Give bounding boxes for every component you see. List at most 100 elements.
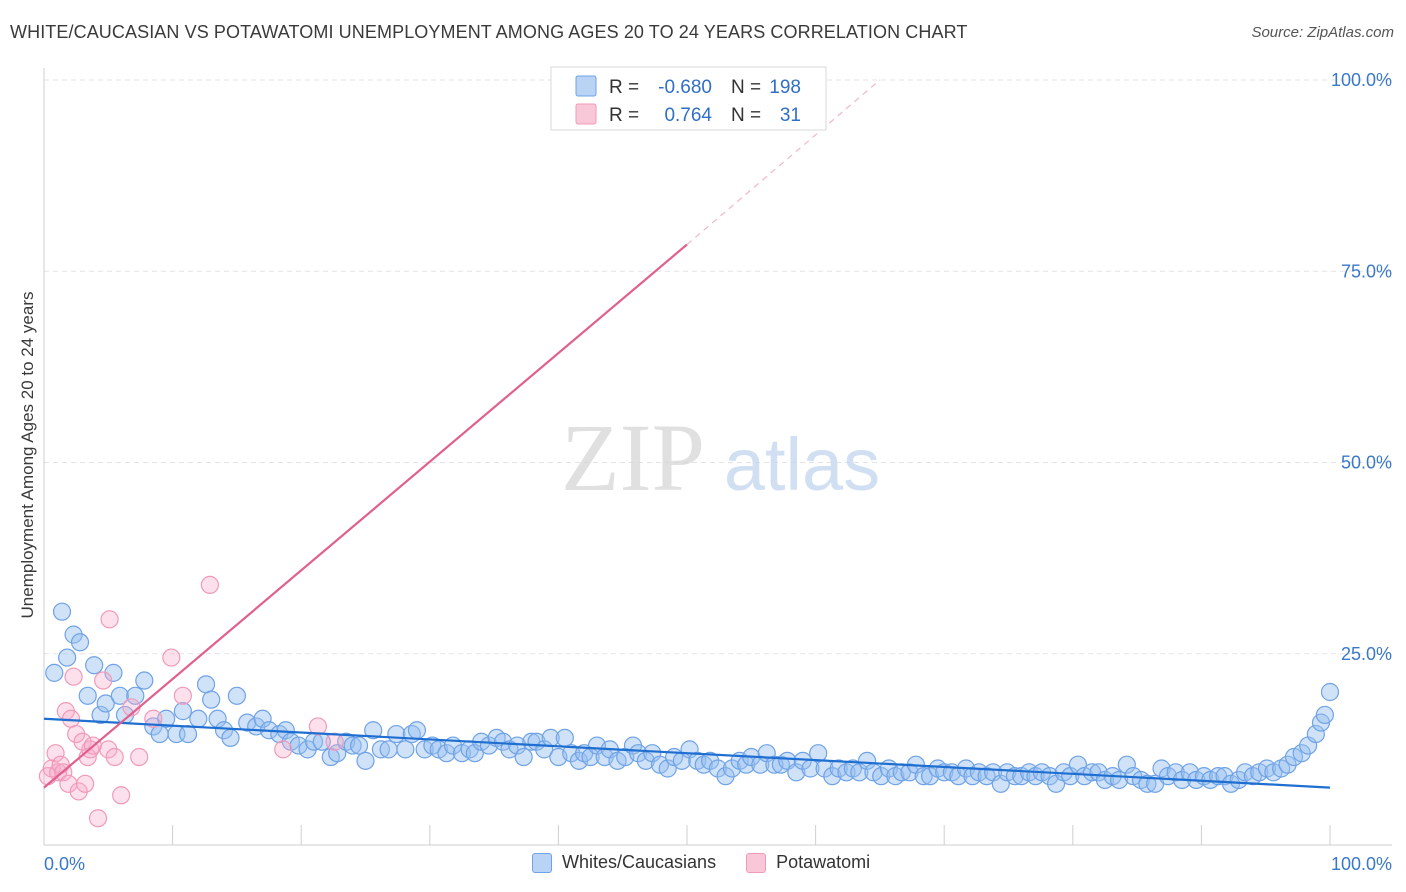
- stats-n-value-potawatomi: 31: [780, 105, 801, 126]
- data-point-whites: [701, 751, 720, 770]
- data-point-potawatomi: [200, 575, 219, 595]
- data-point-whites: [343, 736, 362, 755]
- watermark-atlas: atlas: [724, 423, 880, 506]
- data-point-potawatomi: [94, 671, 113, 690]
- stats-r-label-whites: R =: [609, 77, 639, 98]
- data-point-potawatomi: [105, 747, 124, 767]
- watermark-zip: ZIP: [561, 404, 705, 511]
- data-point-whites: [70, 633, 90, 652]
- stats-n-label-whites: N =: [731, 77, 761, 98]
- legend-item-whites[interactable]: Whites/Caucasians: [532, 852, 716, 873]
- data-point-whites: [289, 736, 308, 755]
- stats-legend: R = -0.680 N = 198 R = 0.764 N = 31: [550, 66, 827, 131]
- legend-item-potawatomi[interactable]: Potawatomi: [746, 852, 870, 873]
- data-point-potawatomi: [61, 709, 81, 728]
- stats-n-label-potawatomi: N =: [731, 105, 761, 126]
- data-point-potawatomi: [100, 610, 119, 629]
- data-point-whites: [110, 686, 129, 705]
- data-point-potawatomi: [308, 717, 328, 736]
- data-point-whites: [104, 663, 123, 682]
- trend-line-potawatomi: [43, 243, 688, 789]
- trend-line-potawatomi-extension: [686, 79, 881, 245]
- stats-r-value-potawatomi: 0.764: [664, 105, 712, 126]
- data-point-potawatomi: [325, 732, 344, 751]
- data-point-whites: [91, 705, 110, 725]
- data-point-potawatomi: [88, 809, 108, 828]
- data-point-potawatomi: [274, 740, 293, 759]
- data-point-whites: [238, 713, 257, 732]
- data-point-potawatomi: [76, 774, 95, 793]
- data-point-potawatomi: [112, 786, 131, 805]
- data-point-whites: [227, 686, 246, 705]
- data-point-whites: [1315, 705, 1334, 725]
- data-point-whites: [1320, 682, 1340, 702]
- data-point-whites: [562, 744, 581, 763]
- stats-r-value-whites: -0.680: [658, 77, 712, 98]
- data-point-whites: [991, 774, 1010, 793]
- data-point-whites: [173, 702, 192, 721]
- data-point-whites: [465, 744, 484, 763]
- gridlines: [44, 79, 1392, 655]
- y-tick-labels: 25.0% 50.0% 75.0% 100.0%: [1331, 70, 1392, 664]
- data-point-whites: [356, 751, 375, 770]
- data-point-whites: [787, 763, 806, 782]
- x-tick-labels: 0.0% 100.0%: [44, 854, 1392, 874]
- axes: [43, 68, 1392, 846]
- x-tick-label: 0.0%: [44, 854, 85, 874]
- y-tick-label: 25.0%: [1341, 644, 1392, 664]
- x-tick-label: 100.0%: [1331, 854, 1392, 874]
- data-point-whites: [809, 744, 828, 763]
- data-point-whites: [371, 740, 391, 759]
- data-point-whites: [96, 694, 115, 713]
- data-point-whites: [178, 724, 198, 744]
- trend-line-whites: [43, 717, 1331, 789]
- data-point-whites: [387, 724, 406, 744]
- data-point-whites: [253, 709, 272, 728]
- data-point-potawatomi: [162, 648, 181, 667]
- data-point-whites: [920, 767, 940, 786]
- data-point-whites: [857, 751, 877, 770]
- data-point-whites: [629, 744, 648, 763]
- data-point-potawatomi: [64, 667, 83, 686]
- data-point-whites: [379, 740, 398, 759]
- stats-swatch-whites: [575, 75, 597, 97]
- data-point-whites: [157, 709, 176, 728]
- y-tick-label: 50.0%: [1341, 453, 1392, 473]
- data-point-whites: [78, 686, 97, 705]
- chart-title: WHITE/CAUCASIAN VS POTAWATOMI UNEMPLOYME…: [10, 22, 968, 42]
- data-point-whites: [189, 709, 208, 728]
- data-point-whites: [349, 736, 369, 755]
- data-point-whites: [126, 686, 145, 705]
- data-point-whites: [135, 671, 154, 690]
- data-point-whites: [58, 648, 77, 667]
- legend-label-whites: Whites/Caucasians: [562, 852, 717, 872]
- trend-lines: [43, 79, 1331, 789]
- data-point-whites: [407, 721, 427, 740]
- y-tick-label: 100.0%: [1331, 70, 1392, 90]
- data-point-potawatomi: [130, 747, 149, 767]
- data-point-whites: [1117, 755, 1136, 774]
- source-label: Source: ZipAtlas.com: [1251, 24, 1394, 41]
- data-point-whites: [202, 690, 221, 709]
- data-point-whites: [872, 767, 891, 786]
- data-point-whites: [708, 759, 727, 778]
- data-point-whites: [1138, 774, 1157, 793]
- stats-r-label-potawatomi: R =: [609, 105, 639, 126]
- bottom-legend: Whites/Caucasians Potawatomi: [532, 852, 900, 873]
- data-point-whites: [45, 663, 64, 682]
- legend-swatch-potawatomi: [746, 852, 767, 873]
- stats-swatch-potawatomi: [575, 103, 597, 125]
- data-point-whites: [514, 747, 533, 767]
- data-point-whites: [396, 740, 415, 759]
- data-point-whites: [555, 728, 574, 748]
- legend-label-potawatomi: Potawatomi: [776, 852, 871, 872]
- legend-swatch-whites: [532, 852, 552, 873]
- data-point-potawatomi: [173, 686, 192, 705]
- data-point-whites: [914, 767, 933, 786]
- data-point-whites: [52, 602, 72, 621]
- data-point-whites: [722, 759, 742, 778]
- series-whites-points: [45, 602, 1340, 793]
- stats-n-value-whites: 198: [769, 77, 801, 98]
- data-point-whites: [1306, 724, 1325, 744]
